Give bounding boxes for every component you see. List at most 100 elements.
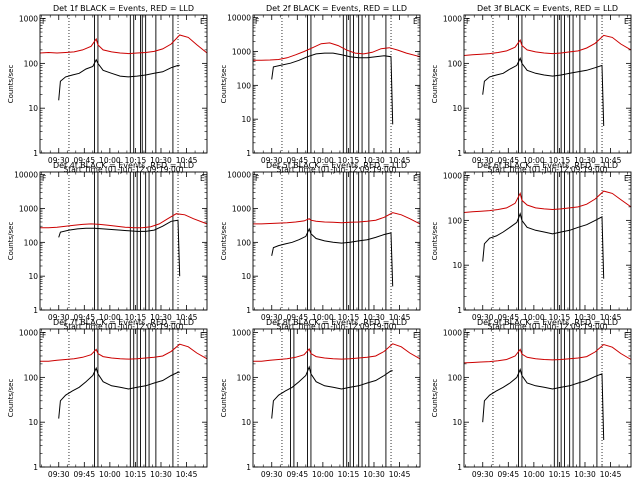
annotation-label: E [624, 174, 629, 183]
panel-title: Det 1f BLACK = Events, RED = LLD [53, 4, 194, 13]
x-tick-label: 09:45 [497, 470, 519, 479]
plot-frame [39, 328, 208, 468]
events-series-line [482, 56, 605, 127]
x-tick-label: 09:45 [497, 313, 519, 322]
x-axis-label: Start Time (01-Jun-12 09:19:00) [488, 165, 608, 174]
plot-frame [463, 328, 632, 468]
annotation-label: F [42, 331, 46, 340]
annotation-label: F [466, 17, 470, 26]
y-axis-label: Counts/sec [431, 65, 439, 104]
y-tick-label: 1 [246, 463, 251, 472]
panel-title: Det 7f BLACK = Events, RED = LLD [53, 318, 194, 327]
x-tick-label: 10:15 [125, 156, 147, 165]
y-tick-label: 1 [457, 463, 462, 472]
y-tick-label: 1 [33, 463, 38, 472]
x-axis-label: Start Time (01-Jun-12 09:19:00) [64, 165, 184, 174]
annotation-label: E [200, 174, 205, 183]
x-tick-label: 10:00 [523, 156, 545, 165]
y-tick-label: 10 [28, 272, 38, 281]
annotation-label: F [255, 174, 259, 183]
events-series-line [58, 58, 180, 101]
y-tick-label: 1000 [19, 329, 38, 338]
plot-frame [252, 171, 421, 311]
y-tick-label: 10000 [227, 14, 251, 23]
y-tick-label: 1 [457, 149, 462, 158]
y-tick-label: 1 [33, 306, 38, 315]
x-tick-label: 10:00 [99, 156, 121, 165]
x-axis-label: Start Time (01-Jun-12 09:19:00) [277, 165, 397, 174]
y-tick-label: 10 [452, 418, 462, 427]
annotation-label: E [624, 17, 629, 26]
y-tick-label: 100 [237, 373, 252, 382]
events-series-line [482, 368, 605, 441]
panel-title: Det 6f BLACK = Events, RED = LLD [477, 161, 618, 170]
x-tick-label: 10:00 [312, 470, 334, 479]
x-tick-label: 10:30 [574, 470, 596, 479]
x-tick-label: 10:45 [389, 156, 411, 165]
x-axis-label: Start Time (01-Jun-12 09:19:00) [488, 322, 608, 331]
x-tick-label: 10:00 [312, 156, 334, 165]
panel-5: Det 5f BLACK = Events, RED = LLD 1 10 100 10… [220, 161, 421, 331]
x-tick-label: 09:30 [261, 313, 283, 322]
y-tick-label: 1000 [19, 205, 38, 214]
x-axis-label: Start Time (01-Jun-12 09:19:00) [277, 322, 397, 331]
x-tick-label: 10:00 [99, 470, 121, 479]
y-tick-label: 10 [28, 104, 38, 113]
annotation-label: F [466, 174, 470, 183]
x-tick-label: 10:30 [363, 313, 385, 322]
x-tick-label: 10:45 [600, 313, 622, 322]
x-tick-label: 10:15 [338, 313, 360, 322]
x-tick-label: 09:30 [261, 156, 283, 165]
x-tick-label: 10:15 [549, 313, 571, 322]
y-tick-label: 100 [448, 59, 463, 68]
y-tick-label: 1 [246, 306, 251, 315]
y-tick-label: 10 [241, 115, 251, 124]
panel-6: Det 6f BLACK = Events, RED = LLD 1 10 100 10… [431, 161, 632, 331]
y-tick-label: 1000 [232, 329, 251, 338]
events-series-line [58, 366, 180, 419]
y-tick-label: 100 [237, 81, 252, 90]
lld-series-line [253, 343, 421, 362]
panel-7: Det 7f BLACK = Events, RED = LLD 1 10 100 10… [7, 318, 208, 480]
plot-frame [252, 14, 421, 154]
x-tick-label: 10:30 [574, 156, 596, 165]
panel-4: Det 4f BLACK = Events, RED = LLD 1 10 100 10… [7, 161, 208, 331]
y-tick-label: 10 [28, 418, 38, 427]
x-tick-label: 09:30 [48, 156, 70, 165]
y-axis-label: Counts/sec [220, 379, 228, 418]
y-axis-label: Counts/sec [431, 222, 439, 261]
x-tick-label: 09:30 [48, 470, 70, 479]
y-tick-label: 1000 [443, 329, 462, 338]
panel-8: Det 8f BLACK = Events, RED = LLD 1 10 100 10… [220, 318, 421, 480]
annotation-label: E [200, 17, 205, 26]
x-tick-label: 10:30 [363, 156, 385, 165]
events-series-line [271, 227, 394, 287]
x-tick-label: 10:30 [150, 156, 172, 165]
plot-frame [39, 171, 208, 311]
annotation-label: E [413, 174, 418, 183]
y-tick-label: 100 [24, 59, 39, 68]
events-series-line [271, 365, 393, 419]
x-tick-label: 10:45 [176, 156, 198, 165]
x-tick-label: 09:30 [48, 313, 70, 322]
x-tick-label: 10:30 [150, 313, 172, 322]
plot-frame [463, 14, 632, 154]
x-tick-label: 10:30 [363, 470, 385, 479]
lld-series-line [463, 190, 632, 213]
panel-title: Det 2f BLACK = Events, RED = LLD [266, 4, 407, 13]
y-axis-label: Counts/sec [220, 222, 228, 261]
annotation-label: F [255, 17, 259, 26]
y-tick-label: 100 [448, 216, 463, 225]
events-series-line [482, 212, 605, 279]
x-tick-label: 10:30 [150, 470, 172, 479]
annotation-label: E [200, 331, 205, 340]
lld-series-line [40, 213, 208, 229]
x-tick-label: 10:00 [99, 313, 121, 322]
y-tick-label: 1000 [232, 205, 251, 214]
x-tick-label: 10:00 [523, 470, 545, 479]
annotation-label: F [42, 17, 46, 26]
events-series-line [271, 52, 394, 125]
x-tick-label: 09:30 [472, 313, 494, 322]
y-axis-label: Counts/sec [7, 379, 15, 418]
